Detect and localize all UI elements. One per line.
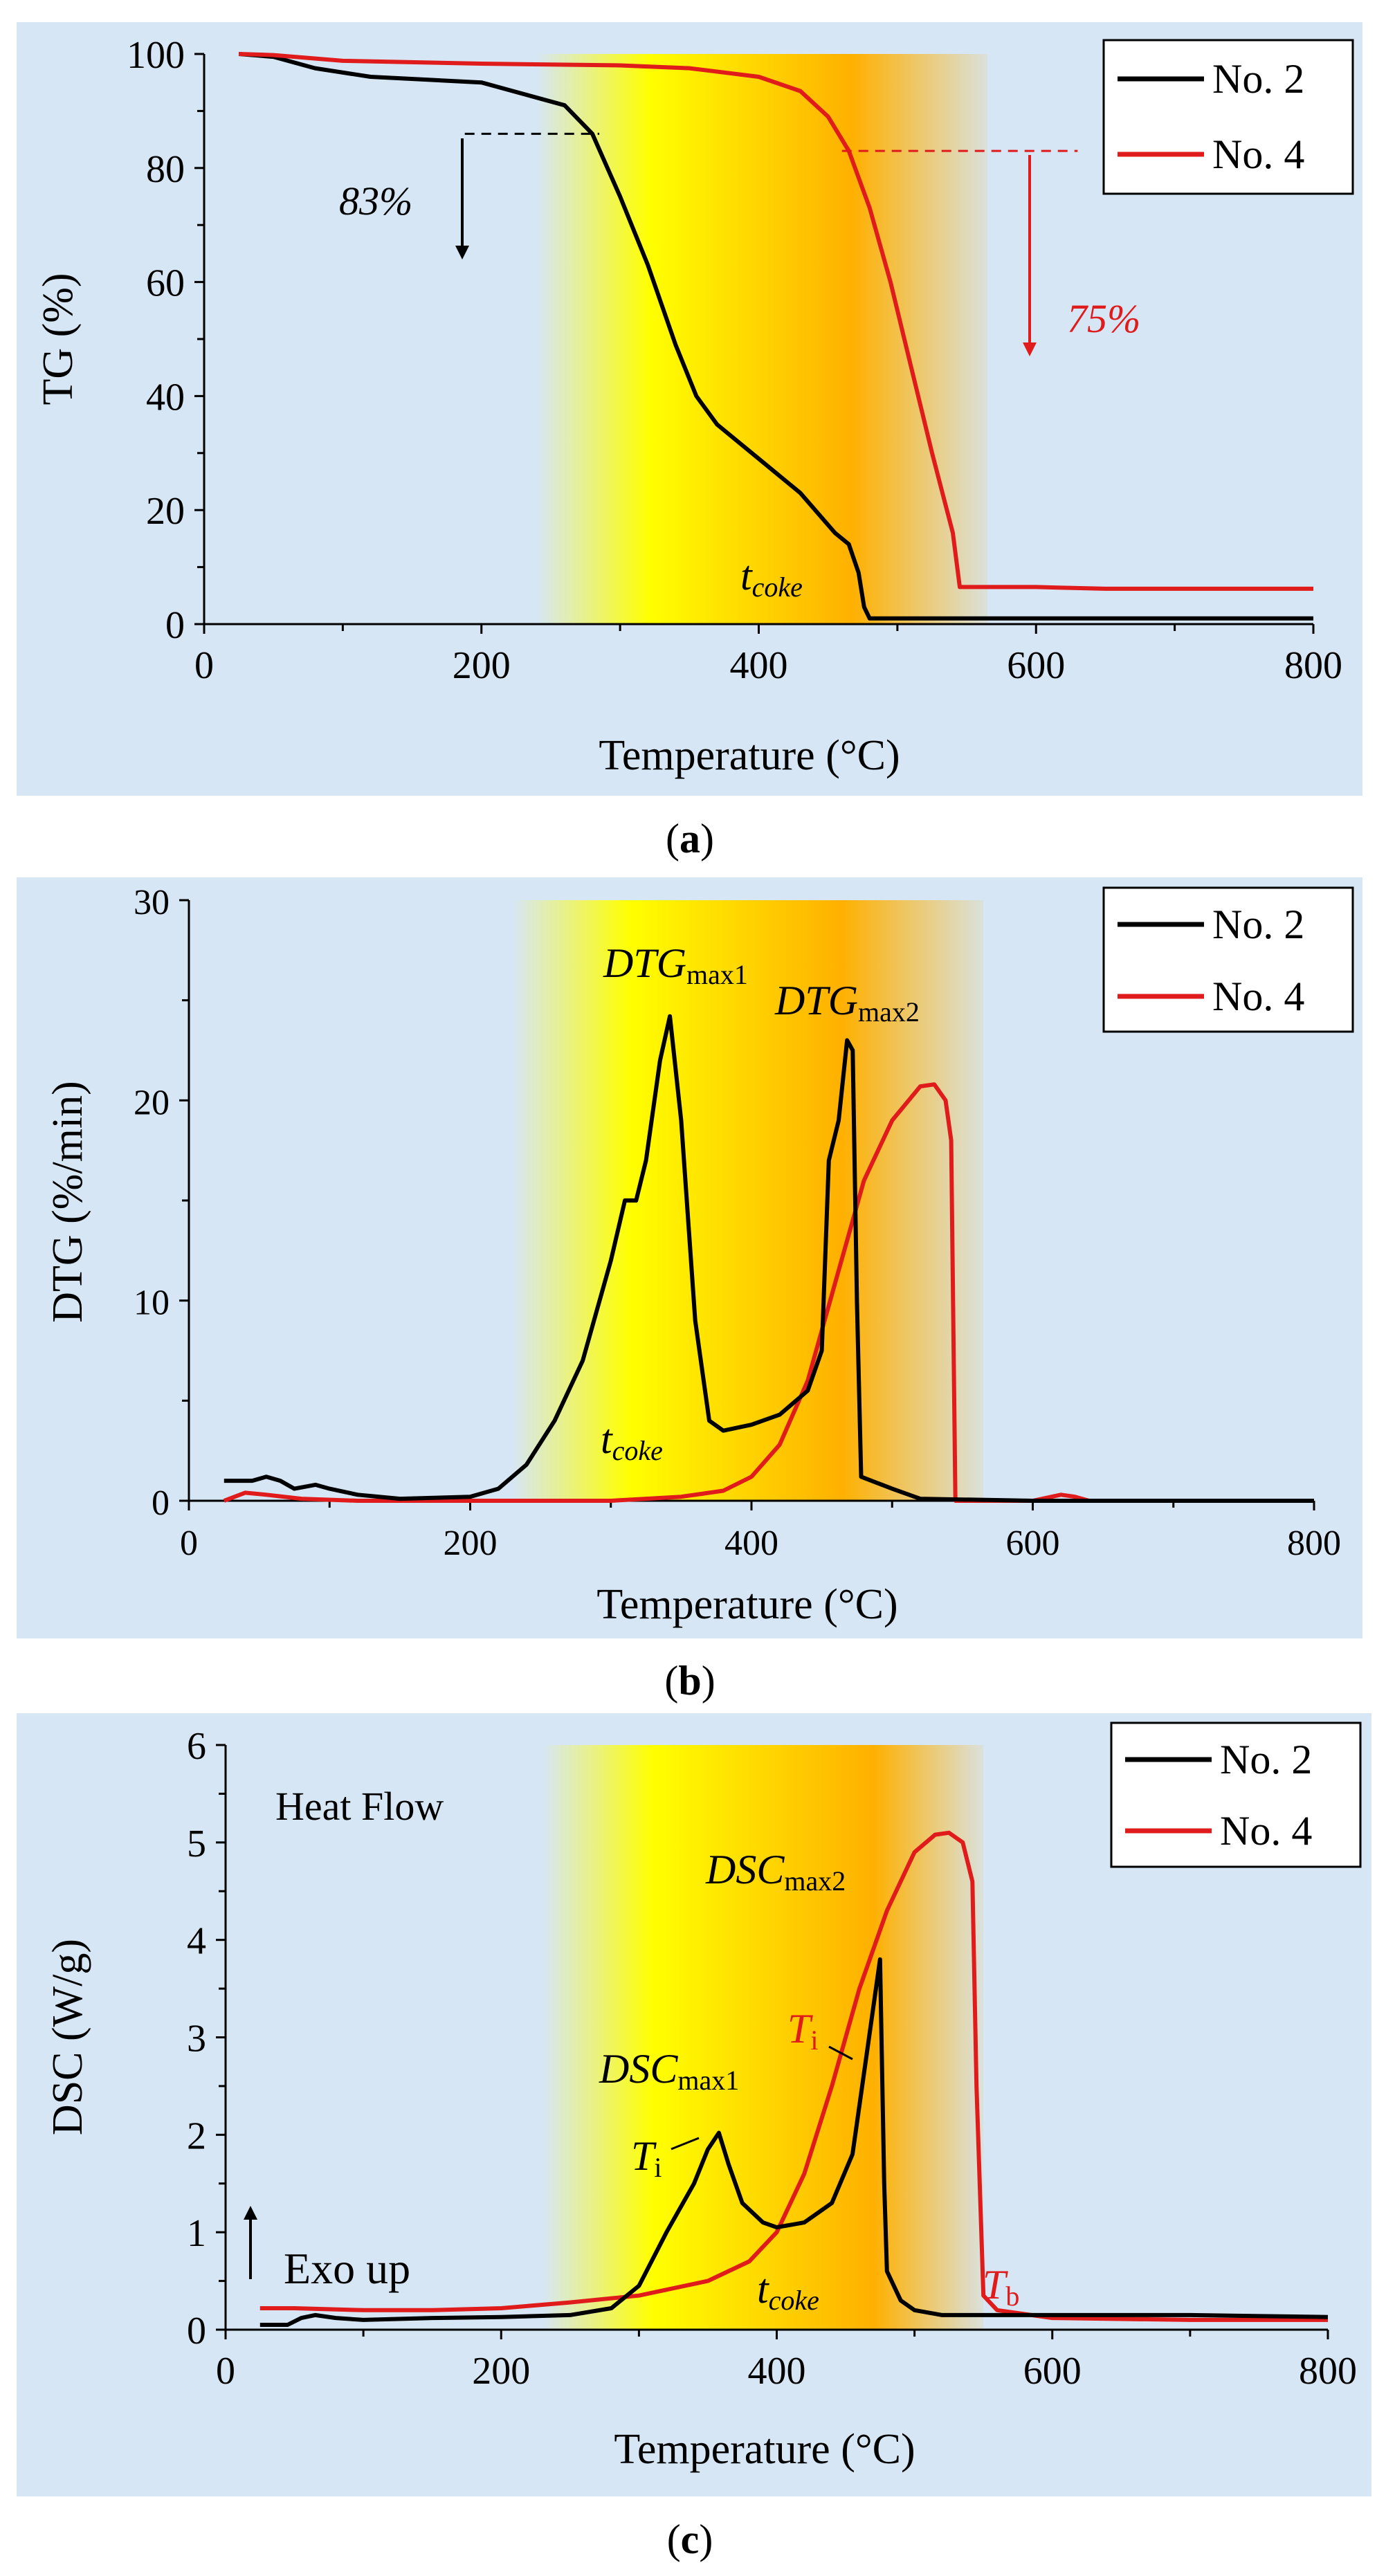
panel-b-y-tick-label: 20 xyxy=(134,1083,170,1122)
panel-a-x-tick-label: 600 xyxy=(1007,644,1065,687)
panel-c-axes: 0 200 400 600 800 0 1 2 3 4 5 6 xyxy=(187,1725,1357,2393)
panel-c-dscmax2-label: DSCmax2 xyxy=(705,1847,846,1897)
panel-b-x-tick-label: 600 xyxy=(1006,1524,1060,1563)
panel-b-y-axis-title: DTG (%/min) xyxy=(44,1081,91,1323)
panel-b-axes: 0 200 400 600 800 0 10 20 30 xyxy=(134,883,1341,1563)
panel-a-y-tick-label: 40 xyxy=(146,376,185,419)
panel-c-legend-no2-label: No. 2 xyxy=(1220,1737,1312,1782)
panel-b-legend-no2-label: No. 2 xyxy=(1212,902,1304,947)
panel-a-x-tick-label: 0 xyxy=(194,644,214,687)
panel-c-y-tick-label: 5 xyxy=(187,1823,206,1865)
panel-b-legend: No. 2 No. 4 xyxy=(1102,886,1354,1033)
panel-c-y-axis-title: DSC (W/g) xyxy=(44,1939,91,2135)
panel-a-y-tick-label: 20 xyxy=(146,490,185,533)
panel-c-x-tick-label: 0 xyxy=(216,2350,235,2393)
panel-a-legend-no4-label: No. 4 xyxy=(1212,131,1304,177)
panel-a-highlight-band xyxy=(536,54,988,624)
panel-c-ti-black-pointer xyxy=(671,2137,700,2150)
panel-c-no4-series-line xyxy=(259,1830,1328,2322)
panel-b-x-tick-label: 800 xyxy=(1287,1524,1341,1563)
panel-b-y-tick-label: 10 xyxy=(134,1284,170,1323)
panel-c-x-tick-label: 800 xyxy=(1299,2350,1357,2393)
panel-a-y-tick-label: 60 xyxy=(146,262,185,305)
panel-a-legend-box xyxy=(1102,39,1354,195)
panel-c-exo-up-label: Exo up xyxy=(284,2244,410,2293)
panel-c-ti-red-pointer xyxy=(828,2045,853,2061)
panel-c-x-tick-label: 400 xyxy=(748,2350,806,2393)
panel-b-x-tick-label: 0 xyxy=(180,1524,198,1563)
panel-c-dscmax1-label: DSCmax1 xyxy=(599,2046,739,2096)
panel-c-legend-box xyxy=(1110,1721,1362,1868)
panel-a-tcoke-label: tcoke xyxy=(740,553,803,603)
panel-c-heat-flow-label: Heat Flow xyxy=(275,1784,444,1829)
panel-a-y-tick-label: 0 xyxy=(165,604,185,647)
panel-c-tb-label: Tb xyxy=(983,2262,1019,2312)
panel-b-dtgmax1-label: DTGmax1 xyxy=(603,940,748,990)
panel-a-caption: (a) xyxy=(666,816,714,861)
panel-a-no2-series-line xyxy=(238,52,1313,621)
panel-c-y-tick-label: 1 xyxy=(187,2212,206,2255)
panel-c-highlight-band xyxy=(542,1745,984,2330)
panel-a-x-tick-label: 200 xyxy=(453,644,511,687)
panel-b-tcoke-label: tcoke xyxy=(601,1416,663,1466)
panel-b-legend-box xyxy=(1102,886,1354,1033)
panel-b-caption: (b) xyxy=(664,1658,715,1703)
panel-a-legend-no2-label: No. 2 xyxy=(1212,56,1304,102)
panel-b-legend-no4-label: No. 4 xyxy=(1212,974,1304,1019)
panel-c-y-tick-label: 2 xyxy=(187,2114,206,2157)
panel-b-x-tick-label: 200 xyxy=(444,1524,498,1563)
panel-c-ti-red-label: Ti xyxy=(787,2006,819,2056)
panel-a-y-tick-label: 100 xyxy=(127,34,185,77)
panel-c-y-tick-label: 6 xyxy=(187,1725,206,1768)
panel-c-y-tick-label: 3 xyxy=(187,2018,206,2061)
panel-c-ti-black-label: Ti xyxy=(631,2133,662,2183)
panel-a-y-axis-title: TG (%) xyxy=(35,273,82,405)
panel-a-legend: No. 2 No. 4 xyxy=(1102,39,1354,195)
panel-b-dtgmax2-label: DTGmax2 xyxy=(774,978,920,1027)
panel-c-no2-series-line xyxy=(259,1957,1329,2327)
panel-b: 0 200 400 600 800 0 10 20 30 DTGmax1 DTGmax2 tco… xyxy=(17,877,1362,1703)
panel-a-x-tick-label: 800 xyxy=(1284,644,1342,687)
panel-c-legend-no4-label: No. 4 xyxy=(1220,1808,1312,1854)
panel-a-x-tick-label: 400 xyxy=(730,644,788,687)
panel-c-x-axis-title: Temperature (°C) xyxy=(614,2426,915,2473)
panel-b-no4-series-line xyxy=(223,1082,1314,1503)
panel-c-x-tick-label: 200 xyxy=(472,2350,530,2393)
panel-c-legend: No. 2 No. 4 xyxy=(1110,1721,1362,1868)
panel-b-y-tick-label: 30 xyxy=(134,883,170,922)
panel-b-y-tick-label: 0 xyxy=(152,1483,170,1523)
panel-c: 0 200 400 600 800 0 1 2 3 4 5 6 Heat Flow Exo up DS… xyxy=(17,1713,1371,2562)
panel-b-x-axis-title: Temperature (°C) xyxy=(596,1581,897,1628)
panel-b-no2-series-line xyxy=(224,1014,1314,1503)
panel-c-caption: (c) xyxy=(667,2516,713,2562)
panel-b-x-tick-label: 400 xyxy=(724,1524,778,1563)
panel-c-y-tick-label: 0 xyxy=(187,2310,206,2353)
panel-c-x-tick-label: 600 xyxy=(1023,2350,1082,2393)
panel-a-axes: 0 200 400 600 800 0 20 40 60 80 100 xyxy=(127,34,1342,687)
panel-a-no4-loss-label: 75% xyxy=(1067,296,1140,341)
panel-c-y-tick-label: 4 xyxy=(187,1920,206,1963)
panel-a-x-axis-title: Temperature (°C) xyxy=(599,732,900,779)
panel-c-tcoke-label: tcoke xyxy=(757,2266,819,2316)
panel-a-no4-series-line xyxy=(239,52,1313,591)
panel-a-y-tick-label: 80 xyxy=(146,148,185,191)
panel-b-highlight-band xyxy=(512,900,984,1501)
panel-a-no2-loss-label: 83% xyxy=(339,179,412,223)
